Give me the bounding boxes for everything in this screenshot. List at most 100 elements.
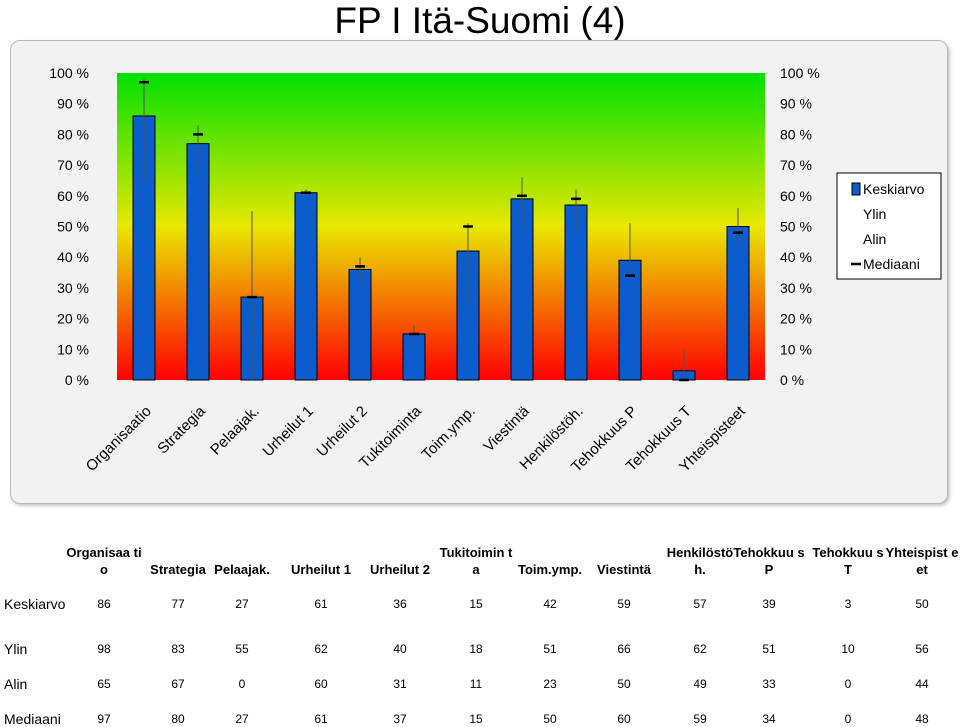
y-tick-label-right: 50 % xyxy=(780,219,812,235)
table-column-header: Strategia xyxy=(150,562,206,577)
bar-keskiarvo xyxy=(348,268,372,381)
y-tick-label-left: 20 % xyxy=(57,311,89,327)
plot-background xyxy=(117,73,765,380)
table-cell: 11 xyxy=(469,677,483,691)
table-cell: 44 xyxy=(915,677,929,691)
y-tick-label-left: 10 % xyxy=(57,341,89,357)
y-tick-label-left: 40 % xyxy=(57,249,89,265)
table-cell: 3 xyxy=(844,597,852,611)
table-cell: 62 xyxy=(693,642,707,656)
table-cell: 50 xyxy=(617,677,631,691)
table-cell: 15 xyxy=(469,712,483,726)
table-column-header: Viestintä xyxy=(597,562,651,577)
table-cell: 97 xyxy=(97,712,111,726)
y-tick-label-right: 80 % xyxy=(780,126,812,142)
table-cell: 37 xyxy=(393,712,407,726)
table-cell: 27 xyxy=(235,597,249,611)
table-cell: 62 xyxy=(314,642,328,656)
x-tick-label: Strategia xyxy=(154,402,209,457)
y-tick-label-right: 30 % xyxy=(780,280,812,296)
table-cell: 86 xyxy=(97,597,111,611)
table-cell: 10 xyxy=(841,642,855,656)
table-cell: 77 xyxy=(171,597,185,611)
y-tick-label-left: 100 % xyxy=(49,65,89,81)
table-cell: 48 xyxy=(915,712,929,726)
table-column-header: Organisaa tio xyxy=(66,545,142,577)
y-tick-label-left: 0 % xyxy=(65,372,89,388)
table-cell: 15 xyxy=(469,597,483,611)
x-tick-label: Organisaatio xyxy=(83,403,155,475)
legend-label: Keskiarvo xyxy=(863,181,925,197)
table-column-header: Yhteispist eet xyxy=(885,545,959,577)
legend-label: Alin xyxy=(863,231,886,247)
table-cell: 18 xyxy=(469,642,483,656)
y-tick-label-left: 70 % xyxy=(57,157,89,173)
table-cell: 59 xyxy=(693,712,707,726)
legend-swatch-keskiarvo xyxy=(851,182,861,196)
table-row-label: Ylin xyxy=(4,641,28,657)
y-tick-label-right: 70 % xyxy=(780,157,812,173)
table-cell: 0 xyxy=(238,677,246,691)
table-column-header: Toim.ymp. xyxy=(517,562,583,577)
y-tick-label-left: 30 % xyxy=(57,280,89,296)
table-cell: 50 xyxy=(543,712,557,726)
table-row-label: Mediaani xyxy=(4,711,61,727)
table-cell: 39 xyxy=(762,597,776,611)
x-tick-label: Toim.ymp. xyxy=(418,403,478,463)
table-cell: 55 xyxy=(235,642,249,656)
y-tick-label-right: 40 % xyxy=(780,249,812,265)
table-cell: 0 xyxy=(844,712,852,726)
table-cell: 51 xyxy=(762,642,776,656)
legend-label: Mediaani xyxy=(863,256,920,272)
table-cell: 27 xyxy=(235,712,249,726)
table-cell: 33 xyxy=(762,677,776,691)
y-tick-label-right: 0 % xyxy=(780,372,804,388)
table-cell: 60 xyxy=(314,677,328,691)
table-cell: 61 xyxy=(314,597,328,611)
table-cell: 40 xyxy=(393,642,407,656)
x-tick-label: Urheilut 1 xyxy=(259,403,316,460)
chart-title: FP I Itä-Suomi (4) xyxy=(334,0,626,41)
table-cell: 59 xyxy=(617,597,631,611)
table-cell: 50 xyxy=(915,597,929,611)
x-tick-label: Urheilut 2 xyxy=(313,403,370,460)
bar-keskiarvo xyxy=(294,192,318,381)
table-column-header: Henkilöstö h. xyxy=(666,545,734,577)
bar-chart: 0 % 0 % 10 % 10 % 20 % 20 % 30 % 30 % 40 % 40 % 50… xyxy=(49,65,942,476)
table-cell: 80 xyxy=(171,712,185,726)
table-cell: 31 xyxy=(393,677,407,691)
y-tick-label-left: 60 % xyxy=(57,188,89,204)
table-cell: 57 xyxy=(693,597,707,611)
table-cell: 34 xyxy=(762,712,776,726)
table-cell: 23 xyxy=(543,677,557,691)
y-tick-label-left: 80 % xyxy=(57,126,89,142)
table-cell: 36 xyxy=(393,597,407,611)
table-column-header: Tehokkuu s P xyxy=(733,545,805,577)
table-row-label: Alin xyxy=(4,676,28,692)
table-cell: 60 xyxy=(617,712,631,726)
bar-keskiarvo xyxy=(186,143,210,381)
table-column-header: Pelaajak. xyxy=(214,562,270,577)
table-cell: 0 xyxy=(844,677,852,691)
y-tick-label-right: 10 % xyxy=(780,341,812,357)
table-cell: 56 xyxy=(915,642,929,656)
table-column-header: Tukitoimin ta xyxy=(439,545,513,577)
table-cell: 49 xyxy=(693,677,707,691)
bar-keskiarvo xyxy=(726,226,750,381)
table-cell: 83 xyxy=(171,642,185,656)
table-column-header: Urheilut 2 xyxy=(370,562,430,577)
table-row-label: Keskiarvo xyxy=(4,596,66,612)
table-cell: 98 xyxy=(97,642,111,656)
table-cell: 42 xyxy=(543,597,557,611)
table-cell: 61 xyxy=(314,712,328,726)
y-tick-label-left: 90 % xyxy=(57,96,89,112)
chart-area: 0 % 0 % 10 % 10 % 20 % 20 % 30 % 30 % 40 % 40 % 50… xyxy=(10,40,948,504)
x-tick-label: Pelaajak. xyxy=(207,403,263,459)
table-cell: 51 xyxy=(543,642,557,656)
table-header-row: Organisaa tio Strategia Pelaajak. Urheilut … xyxy=(0,538,960,578)
y-tick-label-right: 60 % xyxy=(780,188,812,204)
y-tick-label-right: 90 % xyxy=(780,96,812,112)
table-cell: 65 xyxy=(97,677,111,691)
bar-keskiarvo xyxy=(564,204,588,381)
table-cell: 67 xyxy=(171,677,185,691)
